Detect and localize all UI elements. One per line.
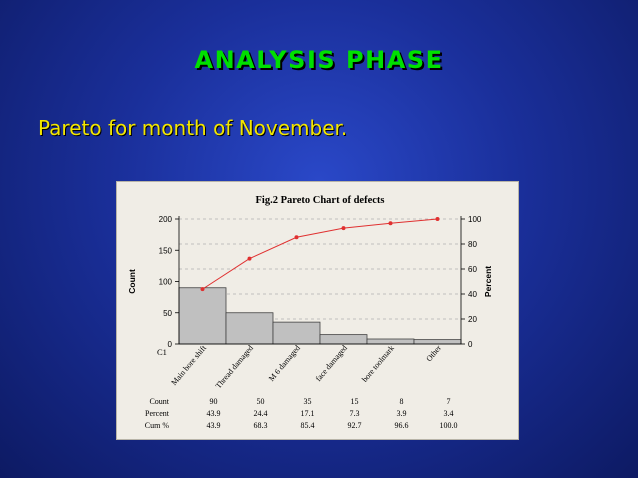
- cum-percent-line: [202, 218, 438, 290]
- table-cell: 85.4: [301, 421, 315, 430]
- category-label-0: Main bore shift: [169, 343, 208, 387]
- left-tick-label: 200: [159, 215, 173, 224]
- pareto-chart: Fig.2 Pareto Chart of defects05010015020…: [127, 195, 493, 430]
- right-tick-label: 20: [468, 315, 477, 324]
- table-cell: 3.4: [444, 409, 454, 418]
- table-row-label-2: Cum %: [145, 421, 170, 430]
- table-cell: 3.9: [397, 409, 407, 418]
- category-label-3: face damaged: [314, 344, 349, 384]
- bar-4: [366, 338, 415, 345]
- table-cell: 7.3: [350, 409, 360, 418]
- left-tick-label: 0: [168, 340, 173, 349]
- left-tick-label: 150: [159, 246, 173, 255]
- category-label-4: bore toolmark: [360, 344, 396, 384]
- cum-point-1: [247, 256, 252, 261]
- cum-point-3: [341, 226, 346, 231]
- cum-point-0: [200, 287, 205, 292]
- pareto-chart-panel: Fig.2 Pareto Chart of defects 0 50 100 150 20…: [116, 181, 519, 440]
- y-axis-label: Count: [127, 269, 137, 294]
- cum-point-2: [294, 235, 299, 240]
- table-cell: 43.9: [207, 421, 221, 430]
- category-label-1: Thread damaged: [214, 344, 255, 391]
- table-cell: 8: [400, 397, 404, 406]
- right-tick-label: 60: [468, 265, 477, 274]
- table-cell: 100.0: [440, 421, 458, 430]
- table-cell: 96.6: [395, 421, 409, 430]
- slide-subtitle: Pareto for month of November.: [38, 116, 348, 140]
- cum-point-4: [388, 221, 393, 226]
- table-cell: 15: [351, 397, 359, 406]
- table-cell: 68.3: [254, 421, 268, 430]
- table-cell: 50: [257, 397, 265, 406]
- bar-0: [178, 287, 227, 345]
- table-cell: 90: [210, 397, 218, 406]
- right-tick-label: 0: [468, 340, 473, 349]
- chart-title: Fig.2 Pareto Chart of defects: [256, 195, 385, 206]
- table-cell: 92.7: [348, 421, 362, 430]
- slide-title: ANALYSIS PHASE: [194, 46, 444, 74]
- cum-point-5: [435, 217, 440, 221]
- bar-2: [272, 321, 321, 345]
- table-row-label-0: Count: [149, 397, 169, 406]
- left-tick-label: 50: [163, 309, 172, 318]
- bar-5: [413, 339, 462, 345]
- bar-3: [319, 334, 368, 345]
- bar-1: [225, 312, 274, 345]
- table-cell: 7: [447, 397, 451, 406]
- category-label-5: Other: [424, 343, 443, 363]
- table-row-label-1: Percent: [145, 409, 170, 418]
- right-tick-label: 100: [468, 215, 482, 224]
- left-tick-label: 100: [159, 278, 173, 287]
- category-label-2: M 6 damaged: [267, 344, 302, 383]
- table-cell: 43.9: [207, 409, 221, 418]
- x-axis-name: C1: [157, 347, 167, 357]
- right-tick-label: 40: [468, 290, 477, 299]
- table-cell: 24.4: [254, 409, 268, 418]
- table-cell: 17.1: [301, 409, 315, 418]
- y2-axis-label: Percent: [483, 266, 493, 297]
- right-tick-label: 80: [468, 240, 477, 249]
- table-cell: 35: [304, 397, 312, 406]
